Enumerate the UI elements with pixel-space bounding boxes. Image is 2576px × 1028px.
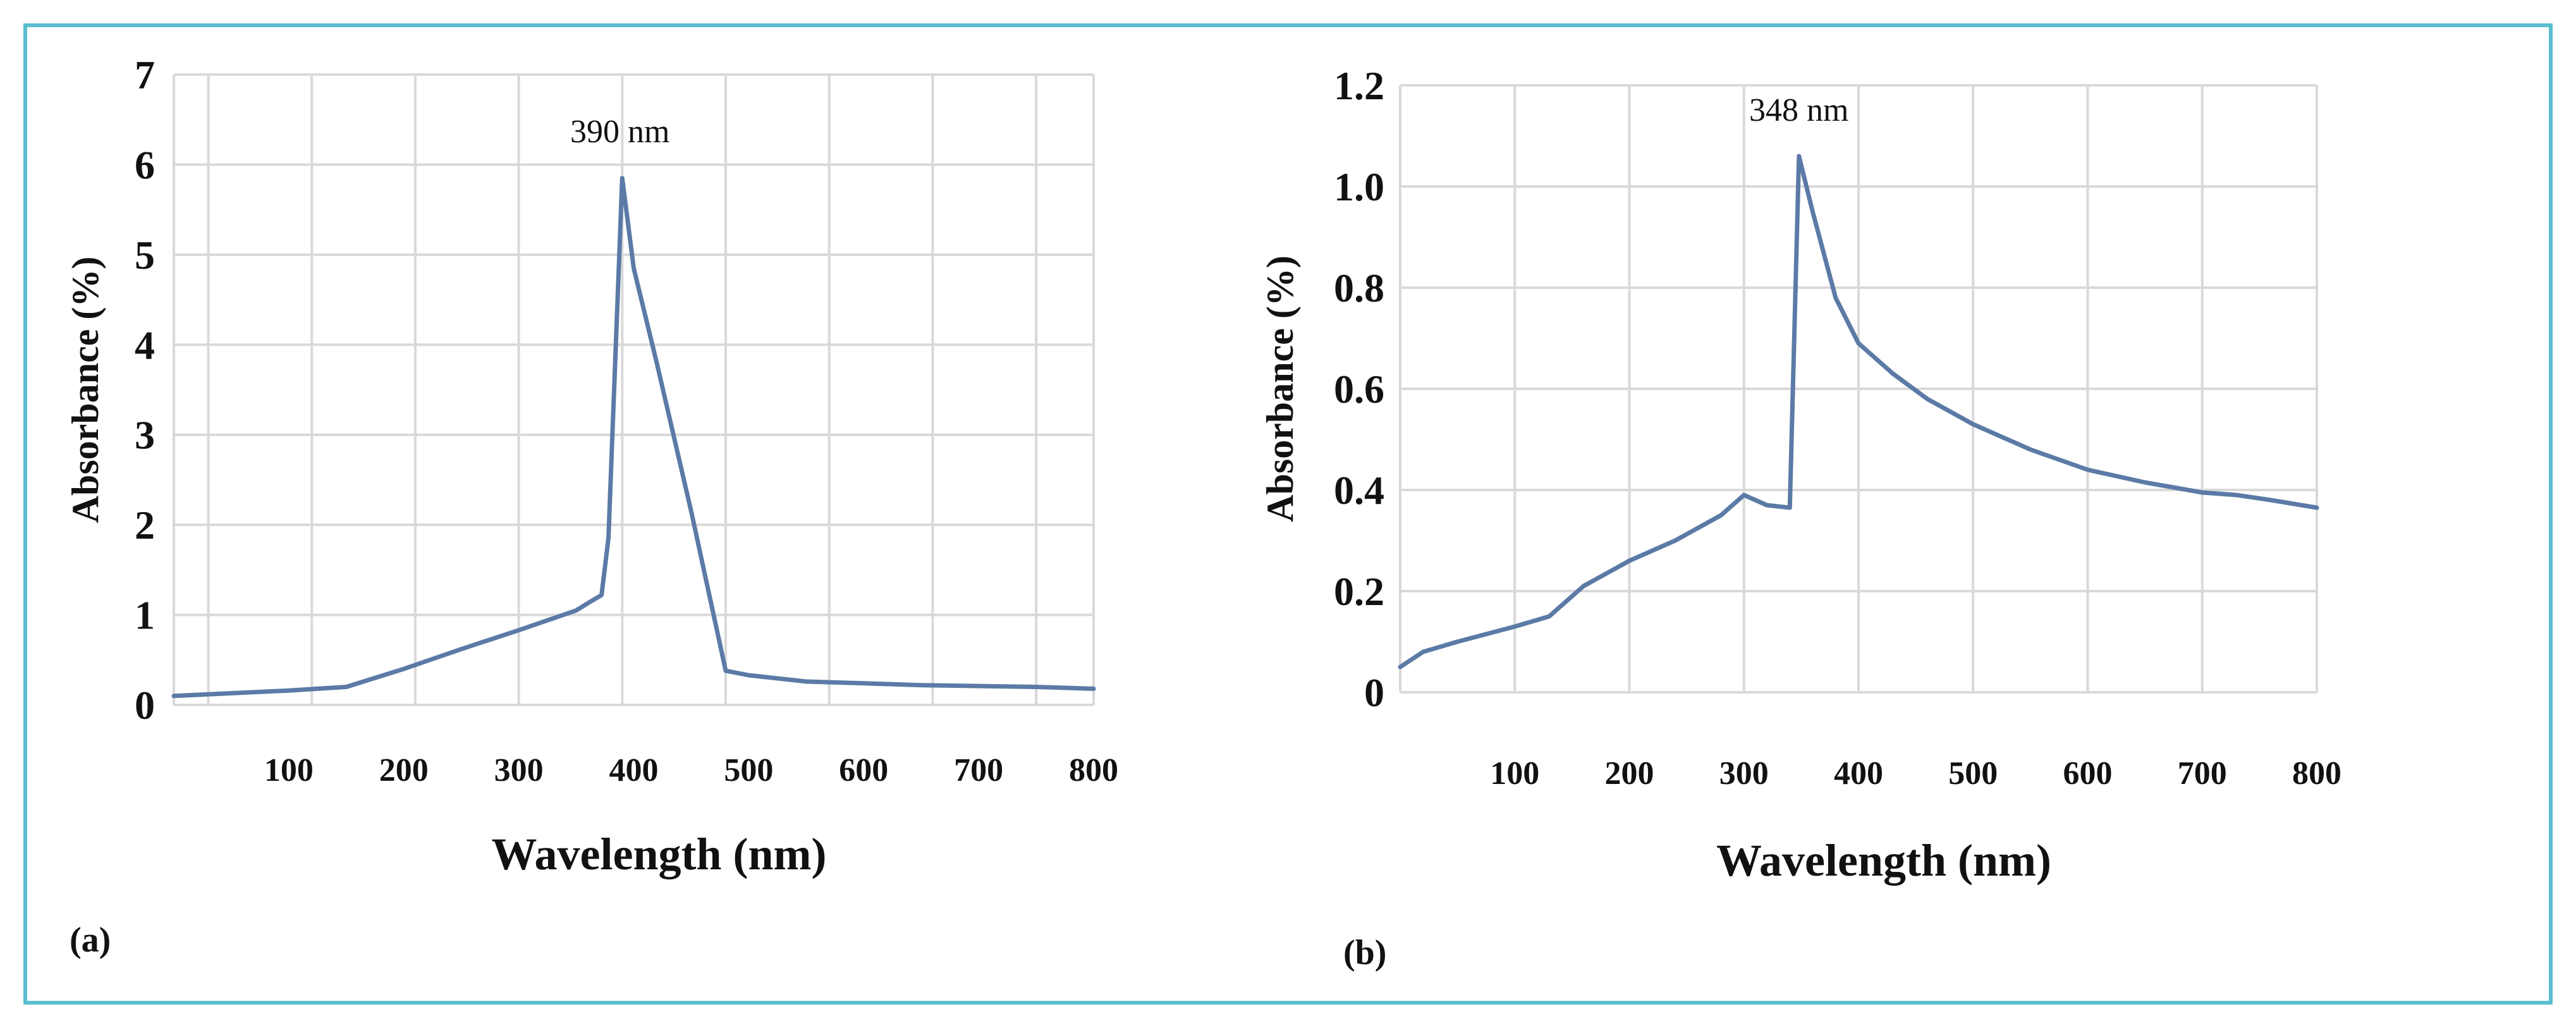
panel-label: (a) <box>70 921 111 960</box>
x-tick-label: 200 <box>379 752 429 788</box>
x-tick-label: 100 <box>1490 756 1539 792</box>
chart-panel-b: 0 0.2 0.4 0.6 0.8 1.0 1.2 100 200 300 400 500 600 70… <box>1259 63 2341 972</box>
absorbance-series-line <box>1398 154 2319 670</box>
x-tick-label: 200 <box>1605 756 1654 792</box>
y-axis-label: Absorbance (%) <box>1259 255 1301 522</box>
x-tick-label: 700 <box>954 752 1003 788</box>
y-tick-label: 7 <box>135 52 155 97</box>
x-tick-label: 800 <box>1069 752 1118 788</box>
x-tick-label: 300 <box>494 752 544 788</box>
y-tick-label: 4 <box>135 322 155 367</box>
y-tick-label: 1.0 <box>1334 164 1384 209</box>
x-tick-label: 500 <box>724 752 773 788</box>
y-tick-label: 0.8 <box>1334 266 1384 310</box>
chart-panel-a: 0 1 2 3 4 5 6 7 100 200 300 400 500 600 700 800 390 nm… <box>64 52 1118 960</box>
y-tick-label: 0.2 <box>1334 569 1384 614</box>
y-tick-label: 1.2 <box>1334 63 1384 108</box>
y-tick-label: 3 <box>135 413 155 458</box>
x-tick-label: 400 <box>609 752 659 788</box>
x-tick-label: 500 <box>1948 756 1998 792</box>
x-tick-label: 400 <box>1834 756 1883 792</box>
x-tick-label: 600 <box>839 752 888 788</box>
annotation-label: 348 nm <box>1749 92 1848 128</box>
x-tick-label: 600 <box>2063 756 2113 792</box>
x-tick-label: 300 <box>1719 756 1769 792</box>
x-tick-label: 700 <box>2178 756 2227 792</box>
y-tick-label: 6 <box>135 142 155 187</box>
panel-label: (b) <box>1343 933 1386 972</box>
y-axis-label: Absorbance (%) <box>64 257 106 523</box>
y-tick-label: 1 <box>135 593 155 638</box>
x-tick-label: 800 <box>2292 756 2341 792</box>
absorbance-series-line <box>171 176 1096 699</box>
y-tick-label: 0 <box>1364 670 1384 715</box>
y-tick-label: 2 <box>135 503 155 548</box>
x-tick-label: 100 <box>264 752 314 788</box>
x-axis-label: Wavelength (nm) <box>492 829 827 879</box>
y-tick-label: 5 <box>135 233 155 278</box>
y-tick-label: 0 <box>135 683 155 728</box>
y-tick-label: 0.6 <box>1334 367 1384 412</box>
figure-border <box>23 23 2553 1005</box>
annotation-label: 390 nm <box>570 114 669 150</box>
x-axis-label: Wavelength (nm) <box>1716 835 2051 886</box>
y-tick-label: 0.4 <box>1334 468 1384 513</box>
